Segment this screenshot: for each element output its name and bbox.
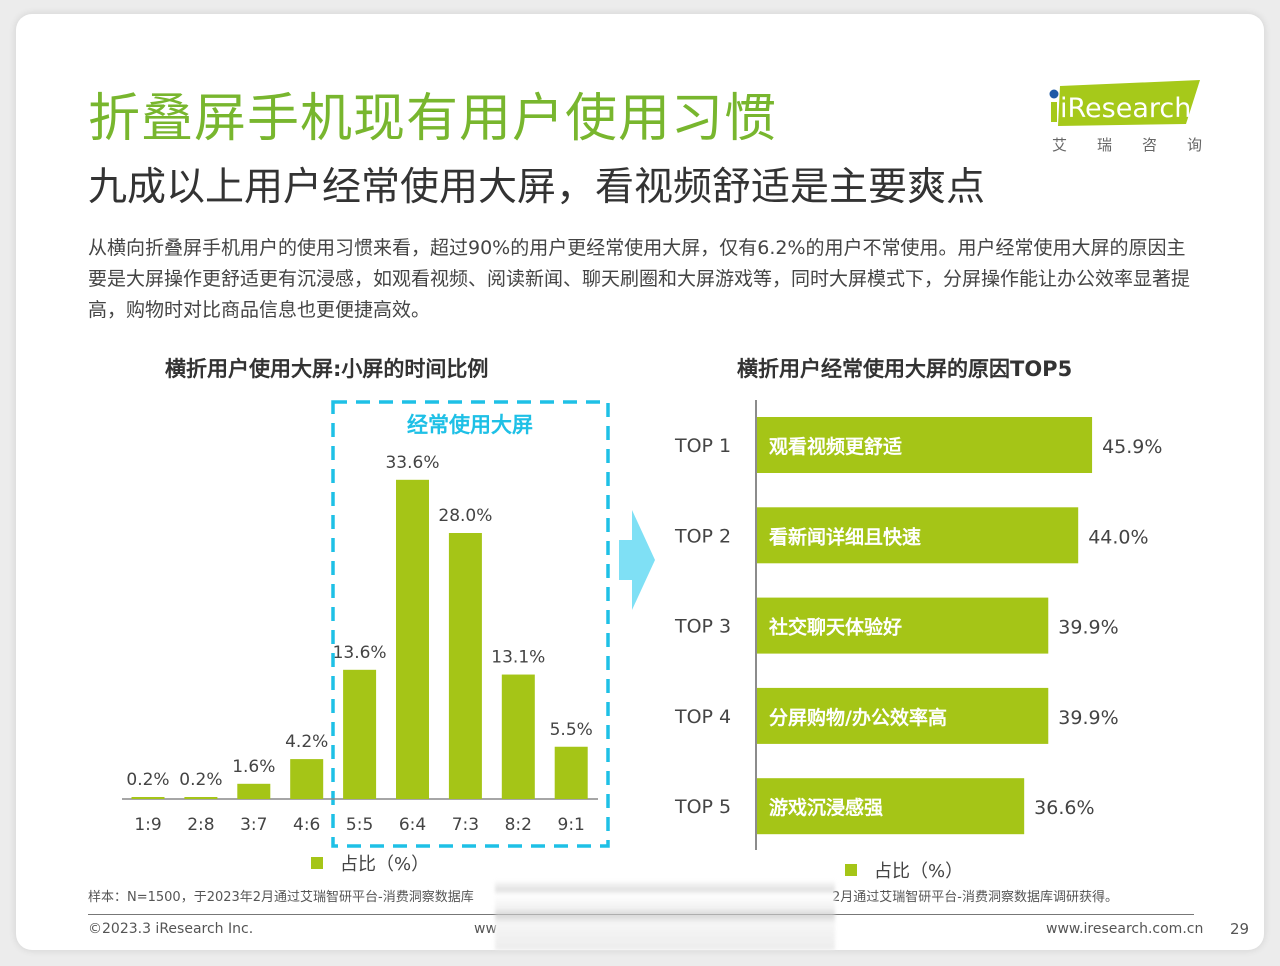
logo-char: 艾 bbox=[1052, 136, 1068, 154]
data-label: 33.6% bbox=[385, 453, 439, 473]
logo-banner bbox=[1058, 80, 1200, 126]
sample-note-tail: 2月通过艾瑞智研平台-消费洞察数据库调研获得。 bbox=[832, 890, 1118, 905]
logo-char: 咨 bbox=[1141, 136, 1157, 154]
data-label: 5.5% bbox=[550, 720, 593, 740]
page-subtitle: 九成以上用户经常使用大屏，看视频舒适是主要爽点 bbox=[88, 165, 986, 210]
y-tick-label: TOP 4 bbox=[674, 706, 731, 728]
bar-2-8 bbox=[184, 797, 218, 799]
data-label: 13.6% bbox=[333, 643, 387, 663]
bar-top-3 bbox=[757, 597, 1049, 654]
left-chart-title: 横折用户使用大屏:小屏的时间比例 bbox=[165, 357, 489, 381]
y-tick-label: TOP 5 bbox=[674, 796, 731, 818]
logo-char: 询 bbox=[1186, 136, 1202, 154]
bar-4-6 bbox=[290, 759, 324, 799]
bar-label: 分屏购物/办公效率高 bbox=[769, 706, 947, 729]
legend-swatch bbox=[311, 857, 323, 869]
logo-wordmark: iResearch bbox=[1060, 93, 1191, 124]
url-fragment: ww bbox=[474, 921, 497, 937]
x-tick-label: 1:9 bbox=[134, 815, 161, 835]
y-tick-label: TOP 2 bbox=[674, 525, 731, 547]
x-tick-label: 6:4 bbox=[399, 815, 426, 835]
bar-6-4 bbox=[396, 479, 429, 799]
y-tick-label: TOP 1 bbox=[674, 435, 731, 457]
data-label: 45.9% bbox=[1102, 436, 1162, 458]
bar-7-3 bbox=[448, 533, 482, 799]
x-tick-label: 2:8 bbox=[187, 815, 214, 835]
y-tick-label: TOP 3 bbox=[674, 616, 731, 638]
blur-overlay bbox=[495, 880, 835, 950]
logo-dot bbox=[1049, 89, 1059, 99]
bar-top-5 bbox=[757, 778, 1025, 835]
highlight-label: 经常使用大屏 bbox=[407, 413, 533, 437]
legend-swatch bbox=[845, 864, 857, 876]
data-label: 39.9% bbox=[1058, 707, 1118, 729]
data-label: 0.2% bbox=[126, 770, 169, 790]
sample-note: 样本：N=1500，于2023年2月通过艾瑞智研平台-消费洞察数据库 bbox=[88, 890, 474, 905]
data-label: 28.0% bbox=[438, 506, 492, 526]
data-label: 1.6% bbox=[232, 757, 275, 777]
reasons-bar-chart: 观看视频更舒适 45.9% TOP 1 看新闻详细且快速 44.0% TOP 2 社交聊天体… bbox=[674, 400, 1162, 882]
report-page bbox=[16, 14, 1264, 950]
page-title: 折叠屏手机现有用户使用习惯 bbox=[88, 89, 778, 149]
bar-top-2 bbox=[757, 507, 1079, 564]
bar-label: 观看视频更舒适 bbox=[769, 435, 902, 458]
x-tick-label: 3:7 bbox=[240, 815, 267, 835]
bar-9-1 bbox=[554, 746, 588, 799]
x-tick-label: 9:1 bbox=[558, 815, 585, 835]
data-label: 4.2% bbox=[285, 732, 328, 752]
highlight-dashed-box bbox=[331, 400, 610, 848]
ratio-bar-chart: 经常使用大屏 0.2% 1:9 0.2% 2:8 1.6% 3:7 4.2% 4:6 13.6%… bbox=[122, 400, 610, 875]
bar-1-9 bbox=[131, 797, 165, 799]
summary-paragraph: 从横向折叠屏手机用户的使用习惯来看，超过90%的用户更经常使用大屏，仅有6.2%… bbox=[88, 237, 1191, 321]
x-tick-label: 4:6 bbox=[293, 815, 320, 835]
bar-top-1 bbox=[757, 417, 1093, 473]
arrow-right-icon bbox=[619, 510, 655, 610]
page-number: 29 bbox=[1230, 920, 1250, 938]
bar-8-2 bbox=[501, 674, 535, 799]
bar-label: 游戏沉浸感强 bbox=[769, 796, 883, 819]
x-tick-label: 8:2 bbox=[505, 815, 532, 835]
copyright: ©2023.3 iResearch Inc. bbox=[88, 921, 254, 937]
logo-char: 瑞 bbox=[1096, 136, 1112, 154]
data-label: 36.6% bbox=[1034, 797, 1094, 819]
logo-i-stem bbox=[1051, 102, 1057, 122]
bar-label: 看新闻详细且快速 bbox=[768, 525, 921, 548]
data-label: 44.0% bbox=[1088, 526, 1148, 548]
website-url: www.iresearch.com.cn bbox=[1046, 921, 1204, 937]
bar-label: 社交聊天体验好 bbox=[768, 616, 902, 639]
x-tick-label: 5:5 bbox=[346, 815, 373, 835]
legend-label: 占比（%） bbox=[340, 854, 429, 875]
logo-chinese-name: 艾 瑞 咨 询 bbox=[1052, 134, 1202, 155]
right-chart-title: 横折用户经常使用大屏的原因TOP5 bbox=[737, 357, 1073, 381]
iresearch-logo: iResearch bbox=[1049, 80, 1200, 126]
bar-top-4 bbox=[757, 687, 1049, 744]
bar-5-5 bbox=[343, 669, 377, 799]
x-tick-label: 7:3 bbox=[452, 815, 479, 835]
data-label: 13.1% bbox=[491, 648, 545, 668]
bar-3-7 bbox=[237, 783, 271, 799]
data-label: 0.2% bbox=[179, 770, 222, 790]
data-label: 39.9% bbox=[1058, 617, 1118, 639]
legend-label: 占比（%） bbox=[874, 861, 963, 882]
